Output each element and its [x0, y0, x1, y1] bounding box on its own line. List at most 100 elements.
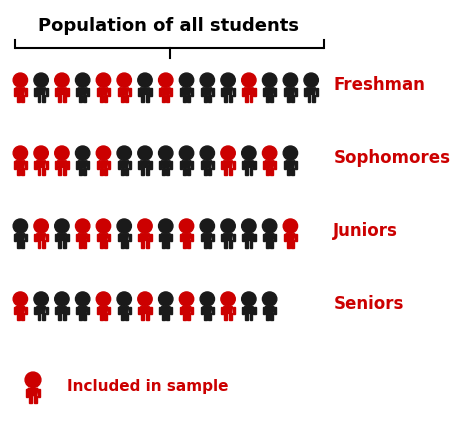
Polygon shape	[233, 307, 235, 315]
Polygon shape	[249, 94, 253, 101]
Polygon shape	[249, 240, 253, 247]
Polygon shape	[187, 240, 190, 247]
Polygon shape	[224, 307, 233, 313]
Polygon shape	[97, 161, 99, 169]
Polygon shape	[37, 240, 40, 247]
Polygon shape	[26, 388, 28, 397]
Polygon shape	[166, 94, 169, 101]
Polygon shape	[166, 313, 169, 320]
Circle shape	[117, 219, 131, 233]
Circle shape	[138, 219, 152, 233]
Polygon shape	[291, 240, 294, 247]
Polygon shape	[284, 161, 286, 169]
Polygon shape	[161, 234, 170, 240]
Polygon shape	[170, 161, 173, 169]
Polygon shape	[161, 161, 170, 167]
Polygon shape	[149, 161, 152, 169]
Polygon shape	[37, 94, 40, 101]
Polygon shape	[16, 88, 25, 94]
Polygon shape	[221, 88, 224, 96]
Polygon shape	[162, 94, 165, 101]
Polygon shape	[204, 313, 207, 320]
Circle shape	[96, 292, 110, 306]
Polygon shape	[128, 161, 131, 169]
Polygon shape	[36, 161, 46, 167]
Polygon shape	[35, 161, 36, 169]
Polygon shape	[79, 240, 82, 247]
Circle shape	[34, 146, 48, 160]
Polygon shape	[191, 234, 193, 242]
Polygon shape	[170, 88, 173, 96]
Polygon shape	[146, 94, 148, 101]
Polygon shape	[304, 88, 307, 96]
Polygon shape	[270, 167, 273, 174]
Polygon shape	[191, 88, 193, 96]
Circle shape	[13, 292, 27, 306]
Polygon shape	[161, 88, 170, 94]
Polygon shape	[201, 161, 203, 169]
Polygon shape	[245, 161, 253, 167]
Polygon shape	[221, 161, 224, 169]
Polygon shape	[46, 161, 48, 169]
Polygon shape	[182, 88, 191, 94]
Circle shape	[263, 73, 277, 87]
Polygon shape	[83, 240, 86, 247]
Circle shape	[159, 73, 173, 87]
Polygon shape	[99, 88, 108, 94]
Circle shape	[96, 73, 110, 87]
Polygon shape	[14, 161, 16, 169]
Polygon shape	[128, 307, 131, 315]
Polygon shape	[170, 307, 173, 315]
Circle shape	[34, 73, 48, 87]
Circle shape	[179, 73, 194, 87]
Polygon shape	[295, 234, 297, 242]
Circle shape	[200, 219, 215, 233]
Polygon shape	[201, 88, 203, 96]
Polygon shape	[118, 307, 120, 315]
Circle shape	[283, 146, 298, 160]
Polygon shape	[182, 307, 191, 313]
Polygon shape	[166, 167, 169, 174]
Polygon shape	[203, 307, 212, 313]
Polygon shape	[125, 313, 128, 320]
Polygon shape	[87, 307, 90, 315]
Polygon shape	[212, 234, 214, 242]
Polygon shape	[270, 240, 273, 247]
Polygon shape	[274, 234, 276, 242]
Polygon shape	[55, 307, 57, 315]
Polygon shape	[46, 234, 48, 242]
Polygon shape	[97, 88, 99, 96]
Polygon shape	[221, 234, 224, 242]
Polygon shape	[120, 313, 124, 320]
Polygon shape	[57, 307, 66, 313]
Polygon shape	[212, 307, 214, 315]
Polygon shape	[224, 88, 233, 94]
Polygon shape	[161, 307, 170, 313]
Circle shape	[138, 73, 152, 87]
Polygon shape	[284, 88, 286, 96]
Polygon shape	[21, 94, 24, 101]
Circle shape	[200, 292, 215, 306]
Circle shape	[13, 219, 27, 233]
Polygon shape	[104, 167, 107, 174]
Polygon shape	[180, 234, 182, 242]
Polygon shape	[229, 94, 232, 101]
Polygon shape	[146, 313, 148, 320]
Circle shape	[242, 292, 256, 306]
Polygon shape	[159, 161, 161, 169]
Polygon shape	[99, 161, 108, 167]
Polygon shape	[38, 388, 40, 397]
Polygon shape	[125, 94, 128, 101]
Polygon shape	[183, 167, 186, 174]
Polygon shape	[182, 161, 191, 167]
Circle shape	[55, 292, 69, 306]
Polygon shape	[63, 313, 65, 320]
Polygon shape	[108, 88, 110, 96]
Polygon shape	[233, 161, 235, 169]
Polygon shape	[312, 94, 315, 101]
Polygon shape	[83, 313, 86, 320]
Polygon shape	[128, 88, 131, 96]
Polygon shape	[225, 240, 228, 247]
Polygon shape	[183, 94, 186, 101]
Text: Juniors: Juniors	[333, 222, 398, 240]
